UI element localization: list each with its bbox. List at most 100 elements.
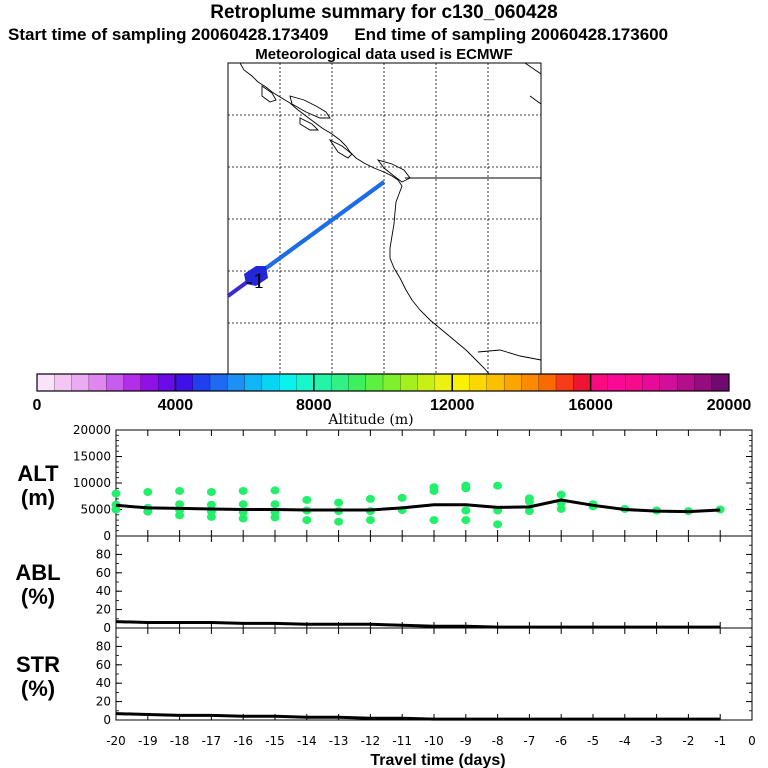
colorbar-cell [590,373,609,392]
y-tick-label: 10000 [73,476,111,490]
y-tick-label: 20000 [73,423,111,437]
y-tick-label: 5000 [80,503,111,517]
y-tick-label: 0 [103,621,111,635]
colorbar-title: Altitude (m) [327,412,413,428]
colorbar-cell [261,373,280,392]
y-tick-label: 40 [96,584,111,598]
colorbar-cell [573,373,592,392]
altitude-point [175,511,185,520]
altitude-point [524,507,534,516]
y-tick-label: 15000 [73,450,111,464]
altitude-point [175,500,185,509]
x-tick-label: -7 [523,734,535,748]
altitude-point [556,490,566,499]
colorbar-cell [209,373,228,392]
colorbar-cell [175,373,194,392]
panel-label: ALT [17,461,59,486]
x-tick-label: -3 [651,734,663,748]
x-tick-label: -6 [555,734,567,748]
x-tick-label: -18 [170,734,190,748]
altitude-point [270,486,280,495]
plume-day-label: -1 [246,269,265,293]
altitude-point [175,486,185,495]
altitude-colorbar: 0 4000 8000 12000 16000 20000 Altitude (m) [33,373,752,428]
colorbar-cell [625,373,643,392]
coastline [239,62,542,376]
colorbar-frame [36,373,730,392]
altitude-point [238,486,248,495]
colorbar-tick-label: 20000 [707,397,752,414]
altitude-point [302,495,312,504]
x-tick-label: -8 [492,734,504,748]
x-tick-label: -19 [138,734,158,748]
altitude-point [334,517,344,526]
panel-unit: (%) [21,584,55,609]
x-tick-label: -13 [329,734,349,748]
y-tick-label: 20 [96,695,111,709]
colorbar-cell [503,373,522,392]
y-tick-label: 0 [103,713,111,727]
colorbar-cell [123,373,142,392]
altitude-point [493,520,503,529]
colorbar-cell [157,373,176,392]
colorbar-cell [400,373,419,392]
met-data-note: Meteorological data used is ECMWF [255,46,513,63]
altitude-point [270,513,280,522]
sampling-times: Start time of sampling 20060428.173409 En… [8,25,768,45]
colorbar-tick-label: 8000 [296,397,332,414]
colorbar-tick-label: 0 [33,397,42,414]
altitude-point [397,493,407,502]
y-tick-label: 80 [96,639,111,653]
colorbar-cell [417,373,436,392]
x-axis-title: Travel time (days) [370,752,505,768]
colorbar-cell [36,373,55,392]
chart-title: Retroplume summary for c130_060428 [210,2,558,23]
altitude-point [238,514,248,523]
altitude-point [461,516,471,525]
altitude-point [429,486,439,495]
series-line [115,712,721,721]
start-time: Start time of sampling 20060428.173409 [8,25,329,44]
altitude-point [429,516,439,525]
x-tick-label: -15 [265,734,285,748]
x-tick-label: -5 [587,734,599,748]
x-tick-label: -1 [714,734,726,748]
altitude-point [556,504,566,513]
x-axis: Travel time (days) -20 -19 -18 -17 -16 -15 -14… [106,734,756,768]
panel-frame [115,627,753,721]
altitude-point [111,489,121,498]
end-time: End time of sampling 20060428.173600 [354,25,669,44]
x-tick-label: -20 [106,734,126,748]
panel-label: ABL [15,560,60,585]
colorbar-cell [452,373,470,392]
track-segment [260,180,386,273]
colorbar-cell [694,373,713,392]
colorbar-cell [54,373,73,392]
altitude-point [334,498,344,507]
altitude-point [524,497,534,506]
colorbar-cell [659,373,678,392]
y-tick-label: 80 [96,547,111,561]
altitude-point [111,505,121,514]
colorbar-cell [676,373,695,392]
colorbar-cell [521,373,540,392]
colorbar-cell [365,373,384,392]
x-tick-label: -12 [361,734,381,748]
colorbar-cell [296,373,315,392]
x-tick-label: -10 [424,734,444,748]
altitude-point [143,507,153,516]
series-line [115,620,721,629]
x-tick-label: 0 [748,734,756,748]
colorbar-cell [192,373,211,392]
colorbar-cell [330,373,349,392]
colorbar-cell [244,373,263,392]
altitude-point [270,500,280,509]
colorbar-cell [106,373,124,392]
colorbar-cell [348,373,367,392]
altitude-point [206,512,216,521]
plume-blob [244,266,268,286]
colorbar-cell [88,373,107,392]
x-tick-label: -16 [233,734,253,748]
colorbar-cell [434,373,453,392]
